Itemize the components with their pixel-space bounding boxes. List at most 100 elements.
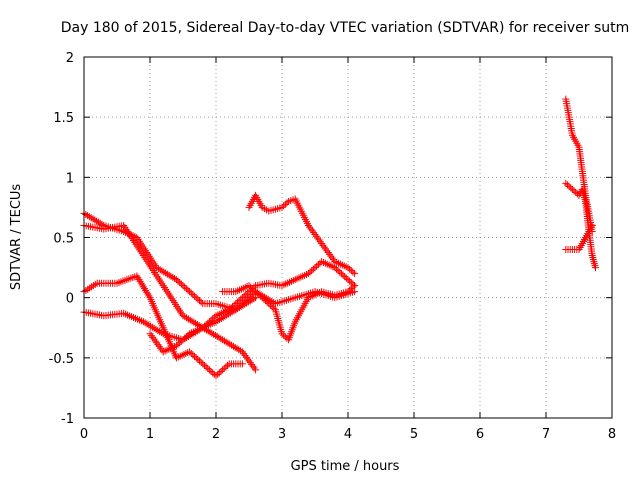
tick-labels: 0 1 2 3 4 5 6 7 8 -1 -0.5 0 0.5 1 1.5 2: [49, 51, 617, 442]
data-point: [346, 286, 354, 294]
data-point: [146, 330, 154, 338]
data-point: [309, 265, 317, 273]
data-point: [565, 182, 573, 190]
data-point: [189, 291, 197, 299]
data-point: [278, 203, 286, 211]
data-point: [307, 225, 315, 233]
data-point: [136, 277, 144, 285]
data-point: [215, 369, 223, 377]
data-point: [233, 345, 241, 353]
data-point: [258, 294, 266, 302]
data-point: [249, 362, 257, 370]
data-point: [174, 277, 182, 285]
series-trace-5: [146, 258, 359, 356]
data-point: [563, 181, 571, 189]
x-tick-label: 6: [476, 427, 484, 442]
data-point: [145, 321, 153, 329]
data-point: [206, 328, 214, 336]
data-point: [214, 370, 222, 378]
data-point: [186, 348, 194, 356]
data-point: [169, 273, 177, 281]
data-point: [179, 312, 187, 320]
data-point: [347, 285, 355, 293]
data-point: [167, 272, 175, 280]
y-tick-label: 0: [66, 292, 74, 307]
y-tick-label: 1: [66, 171, 74, 186]
data-point: [266, 301, 274, 309]
data-point: [87, 214, 95, 222]
data-point: [306, 268, 314, 276]
data-point: [231, 343, 239, 351]
data-point: [270, 304, 278, 312]
data-point: [246, 359, 254, 367]
data-point: [220, 337, 228, 345]
data-point: [197, 358, 205, 366]
x-tick-label: 3: [278, 427, 286, 442]
data-point: [179, 336, 187, 344]
data-point: [150, 335, 158, 343]
data-point: [186, 288, 194, 296]
data-point: [177, 337, 185, 345]
data-point: [248, 285, 256, 293]
data-point: [158, 267, 166, 275]
data-point: [245, 357, 253, 365]
data-point: [192, 319, 200, 327]
data-point: [235, 297, 243, 305]
data-point: [224, 339, 232, 347]
data-point: [192, 294, 200, 302]
data-point: [349, 283, 357, 291]
data-point: [337, 270, 345, 278]
data-point: [244, 355, 252, 363]
data-point: [153, 264, 161, 272]
data-point: [192, 354, 200, 362]
data-point: [588, 221, 596, 229]
data-point: [228, 341, 236, 349]
data-point: [197, 298, 205, 306]
data-point: [312, 232, 320, 240]
data-point: [186, 316, 194, 324]
data-point: [217, 335, 225, 343]
data-point: [567, 184, 575, 192]
data-point: [152, 325, 160, 333]
data-point: [245, 282, 253, 290]
data-point: [200, 322, 208, 330]
data-point: [181, 334, 189, 342]
data-point: [247, 292, 255, 300]
data-point: [320, 243, 328, 251]
data-point: [196, 357, 203, 365]
data-point: [176, 279, 184, 287]
data-point: [568, 185, 576, 193]
data-point: [280, 331, 288, 339]
data-point: [189, 351, 197, 359]
data-point: [243, 295, 251, 303]
data-point: [138, 281, 146, 289]
data-point: [225, 306, 233, 314]
data-point: [316, 238, 324, 246]
data-point: [347, 267, 355, 275]
data-point: [252, 366, 260, 374]
data-point: [227, 304, 235, 312]
data-point: [328, 254, 336, 262]
x-tick-label: 2: [212, 427, 220, 442]
data-point: [202, 321, 210, 329]
data-point: [351, 288, 359, 296]
data-point: [255, 291, 263, 299]
y-tick-label: -0.5: [49, 352, 74, 367]
data-point: [570, 187, 578, 195]
data-point: [242, 353, 250, 361]
data-point: [98, 220, 106, 228]
data-point: [188, 317, 196, 325]
data-point: [241, 351, 249, 359]
data-point: [222, 363, 230, 371]
data-point: [233, 304, 241, 312]
data-point: [322, 245, 330, 253]
data-point: [238, 300, 246, 308]
data-point: [304, 221, 312, 229]
data-point: [202, 363, 210, 371]
data-point: [96, 219, 104, 227]
data-point: [237, 347, 245, 355]
data-point: [219, 336, 227, 344]
data-point: [213, 333, 221, 341]
data-point: [344, 264, 352, 272]
